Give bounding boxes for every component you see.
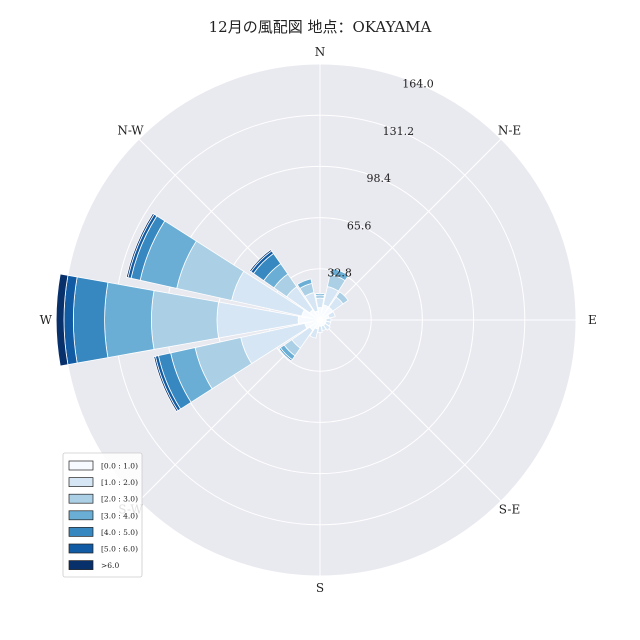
wind-bar-SE-bin-1 [323,323,331,331]
legend-swatch-5 [68,543,94,554]
legend-swatch-2 [68,493,94,504]
compass-label-S-E: S-E [499,503,520,517]
compass-label-N: N [315,45,326,59]
wind-bar-S-bin-1 [317,325,323,333]
compass-label-N-E: N-E [498,123,521,137]
legend-label-6: >6.0 [101,561,119,570]
legend: [0.0 : 1.0) [1.0 : 2.0) [2.0 : 3.0) [3.0 : … [62,452,143,578]
radial-tick-2: 98.4 [367,172,392,185]
wind-bar-NNW-bin-3 [296,278,313,289]
legend-swatch-3 [68,510,94,521]
wind-bar-SSW-bin-1 [309,327,319,339]
wind-bars [55,212,350,413]
wind-bar-SSE-bin-1 [320,324,327,332]
chart-title: 12月の風配図 地点：OKAYAMA [209,18,432,36]
wind-bar-E-bin-1 [325,317,332,323]
wind-bar-W-bin-6 [55,273,69,367]
wind-bar-NE-bin-2 [335,291,349,305]
wind-bar-N-bin-3 [314,293,326,296]
radial-tick-1: 65.6 [347,219,372,232]
compass-label-E: E [588,313,597,327]
legend-swatch-6 [68,560,94,570]
grid-spoke-3 [319,319,502,502]
compass-label-W: W [40,313,53,327]
legend-label-2: [2.0 : 3.0) [101,495,138,504]
legend-swatch-0 [68,460,94,471]
wind-bar-W-bin-4 [73,276,109,364]
wind-bar-WNW-bin-6 [125,212,155,279]
wind-bar-NNE-bin-3 [329,267,350,282]
legend-label-3: [3.0 : 4.0) [101,511,138,520]
wind-bar-SW-bin-4 [278,347,293,362]
legend-label-4: [4.0 : 5.0) [101,528,138,537]
wind-bar-WSW-bin-6 [153,355,179,413]
legend-swatch-4 [68,527,94,537]
legend-label-1: [1.0 : 2.0) [101,478,138,487]
compass-label-S: S [316,581,324,595]
wind-bar-ENE-bin-1 [327,311,336,319]
wind-bar-NW-bin-6 [249,249,273,273]
radial-tick-0: 32.8 [327,267,352,280]
legend-label-0: [0.0 : 1.0) [101,462,138,471]
radial-tick-3: 131.2 [383,125,415,138]
compass-label-N-W: N-W [117,123,144,137]
radial-tick-labels: 32.8 65.6 98.4 131.2 164.0 [327,77,433,279]
legend-label-5: [5.0 : 6.0) [101,545,138,554]
wind-bar-ESE-bin-1 [324,320,332,327]
radial-tick-4: 164.0 [402,77,434,90]
grid-spoke-1 [319,138,502,321]
legend-swatch-1 [68,477,94,487]
wind-bar-W-bin-3 [104,281,155,359]
